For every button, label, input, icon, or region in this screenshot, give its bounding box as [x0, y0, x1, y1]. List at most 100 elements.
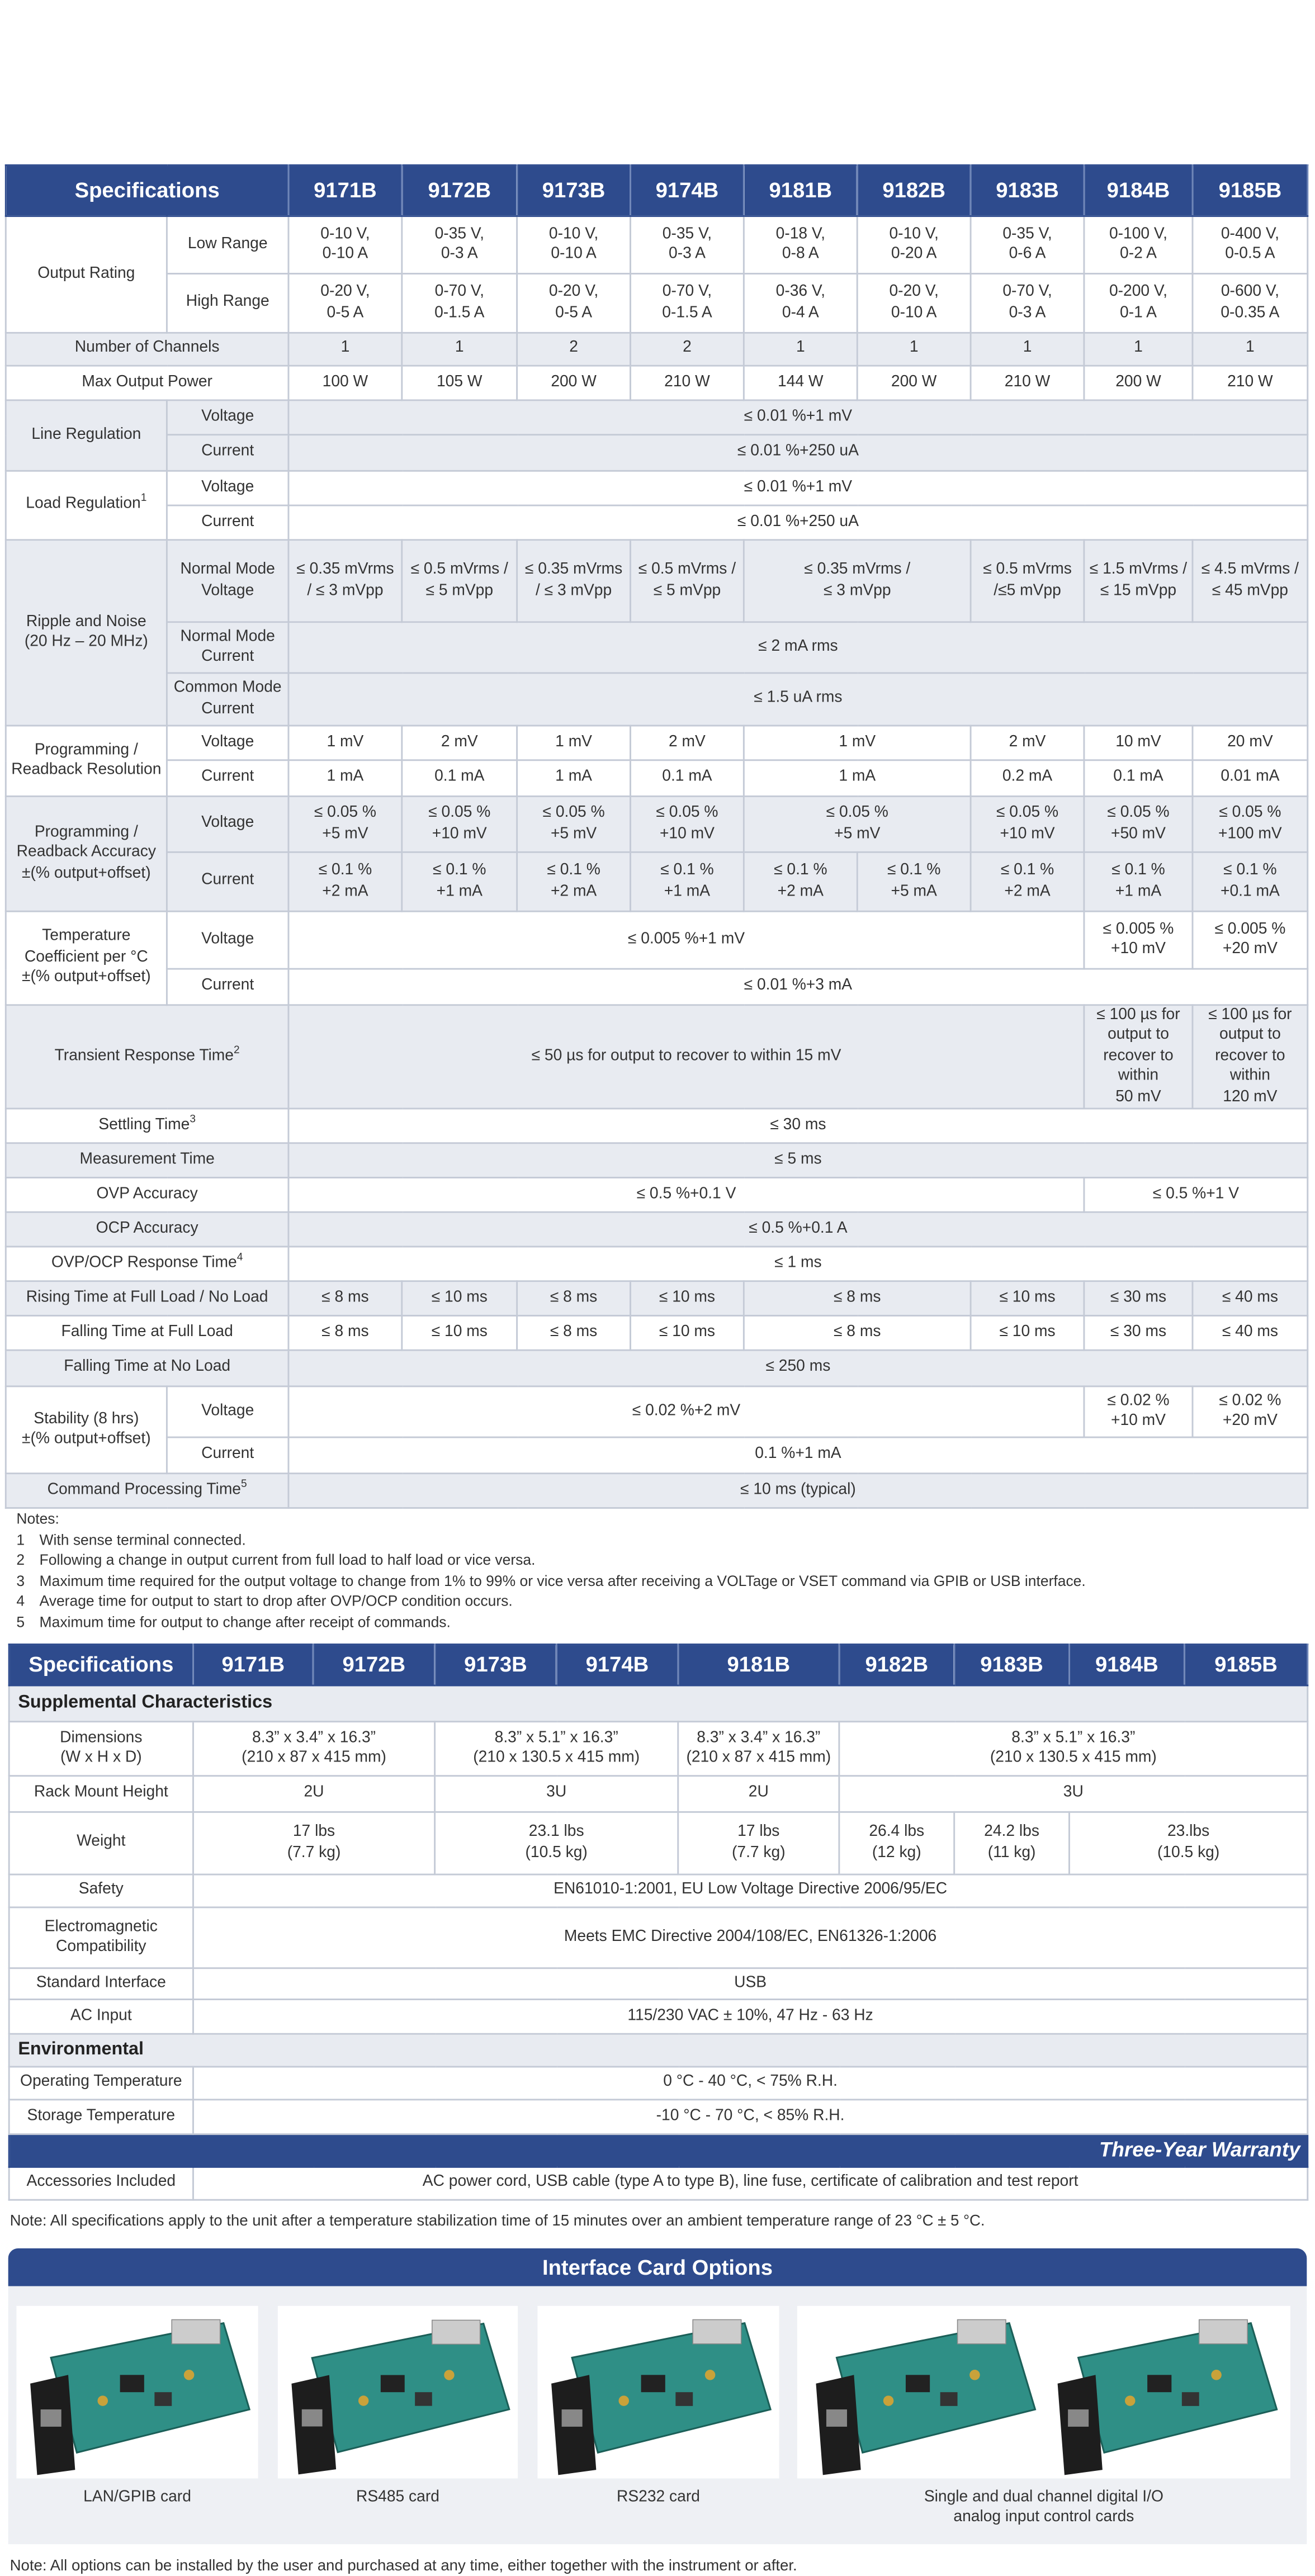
table-cell: Specifications [4, 164, 290, 217]
table-cell: 0.1 mA [401, 759, 518, 797]
card-image [537, 2305, 779, 2479]
table-cell: Temperature Coefficient per °C ±(% outpu… [4, 910, 168, 1006]
table-cell: 0 °C - 40 °C, < 75% R.H. [192, 2066, 1309, 2101]
note-text: Maximum time required for the output vol… [39, 1572, 1086, 1589]
spec-row: Current ≤ 0.1 % +2 mA ≤ 0.1 % +1 mA ≤ 0.1 %… [6, 851, 1309, 912]
table-cell: ≤ 0.5 mVrms / ≤ 5 mVpp [630, 539, 745, 623]
table-cell: 0-400 V, 0-0.5 A [1191, 215, 1309, 274]
table-cell: 0-100 V, 0-2 A [1083, 215, 1194, 274]
table-cell: Current [165, 1436, 290, 1475]
footnote-ref: 1 [140, 493, 147, 505]
spec-row: Electromagnetic Compatibility Meets EMC D… [8, 1906, 1309, 1969]
note-text: With sense terminal connected. [39, 1531, 246, 1548]
spec-row: Falling Time at Full Load ≤ 8 ms ≤ 10 ms ≤ … [4, 1315, 1309, 1351]
table-cell: ≤ 30 ms [1083, 1315, 1194, 1351]
table-cell: 0.01 mA [1191, 759, 1309, 797]
table-cell: 200 W [516, 364, 632, 401]
table-cell: ≤ 0.02 % +20 mV [1191, 1385, 1309, 1438]
spec-row: Current 0.1 %+1 mA [6, 1436, 1309, 1475]
spec-row: Max Output Power 100 W 105 W 200 W 210 W 144 … [4, 364, 1309, 401]
table-cell: 20 mV [1191, 724, 1309, 761]
table-cell: Meets EMC Directive 2004/108/EC, EN61326… [192, 1906, 1309, 1969]
spec-row: Accessories Included AC power cord, USB c… [8, 2166, 1309, 2201]
table-cell: Normal Mode Voltage [165, 539, 290, 623]
table-cell: 1 [1083, 332, 1194, 367]
card-caption: LAN/GPIB card [83, 2488, 191, 2507]
table-cell: ≤ 0.05 % +5 mV [287, 795, 403, 853]
table-cell: ≤ 0.1 % +2 mA [287, 851, 403, 912]
note-item: 4 Average time for output to start to dro… [16, 1592, 1085, 1612]
table-cell: ≤ 0.1 % +1 mA [630, 851, 745, 912]
table-cell: Safety [8, 1873, 194, 1909]
table-cell: ≤ 0.1 % +2 mA [516, 851, 632, 912]
table-cell: ≤ 0.02 %+2 mV [287, 1385, 1085, 1438]
card-caption: RS485 card [356, 2488, 439, 2507]
table-cell: 115/230 VAC ± 10%, 47 Hz - 63 Hz [192, 1999, 1309, 2035]
table-cell: 0-35 V, 0-6 A [969, 215, 1085, 274]
spec-row: Current ≤ 0.01 %+250 uA [6, 434, 1309, 472]
note-number: 3 [16, 1572, 25, 1589]
table-cell: 105 W [401, 364, 518, 401]
table-cell: ≤ 0.02 % +10 mV [1083, 1385, 1194, 1438]
table-cell: Environmental [8, 2033, 1309, 2068]
table-cell: 1 mA [742, 759, 972, 797]
table-cell: 0-20 V, 0-5 A [287, 273, 403, 334]
card-image [797, 2305, 1290, 2479]
card-photo [278, 2306, 518, 2479]
table-cell: 1 mA [516, 759, 632, 797]
table-cell: 8.3” x 3.4” x 16.3” (210 x 87 x 415 mm) [677, 1721, 840, 1777]
spec-row: Weight 17 lbs (7.7 kg) 23.1 lbs (10.5 kg) 1… [8, 1811, 1309, 1876]
note-number: 2 [16, 1551, 25, 1569]
spec-row: Safety EN61010-1:2001, EU Low Voltage Dir… [8, 1873, 1309, 1909]
table-cell: ≤ 0.5 %+0.1 V [287, 1177, 1085, 1213]
table-cell: Transient Response Time2 [4, 1004, 290, 1110]
table-cell: 0-35 V, 0-3 A [401, 215, 518, 274]
table-cell: 1 mV [287, 724, 403, 761]
table-cell: 9171B [287, 164, 403, 217]
table-cell: 9172B [312, 1643, 436, 1687]
table-cell: ≤ 0.5 mVrms /≤5 mVpp [969, 539, 1085, 623]
table-cell: 0-20 V, 0-10 A [856, 273, 972, 334]
table-cell: 0-18 V, 0-8 A [742, 215, 858, 274]
table-cell: Low Range [165, 215, 290, 274]
table-cell: Voltage [165, 795, 290, 853]
table-cell: 17 lbs (7.7 kg) [192, 1811, 436, 1876]
table-cell: 1 mV [742, 724, 972, 761]
table-cell: 9182B [838, 1643, 955, 1687]
table-cell: ≤ 1 ms [287, 1246, 1309, 1282]
table-cell: ≤ 0.1 % +2 mA [742, 851, 858, 912]
table-cell: 0-20 V, 0-5 A [516, 273, 632, 334]
table-cell: ≤ 0.5 %+0.1 A [287, 1211, 1309, 1248]
table-cell: 0-70 V, 0-3 A [969, 273, 1085, 334]
table-cell: 144 W [742, 364, 858, 401]
table-cell: 24.2 lbs (11 kg) [953, 1811, 1070, 1876]
spec-row: Output Rating Low Range 0-10 V, 0-10 A 0-35… [4, 215, 1309, 334]
spec-row: Common Mode Current ≤ 1.5 uA rms [6, 672, 1309, 727]
table-cell: ≤ 10 ms [401, 1315, 518, 1351]
table-cell: ≤ 0.35 mVrms / ≤ 3 mVpp [516, 539, 632, 623]
table-cell: 0-35 V, 0-3 A [630, 215, 745, 274]
spec-row: Transient Response Time2 ≤ 50 µs for outp… [4, 1004, 1309, 1110]
footnote-ref: 2 [233, 1044, 240, 1057]
table-cell: Voltage [165, 470, 290, 506]
table-cell: 9173B [516, 164, 632, 217]
table-cell: Normal Mode Current [165, 621, 290, 674]
spec-row: High Range 0-20 V, 0-5 A 0-70 V, 0-1.5 A 0-… [6, 273, 1309, 334]
table-cell: Three-Year Warranty [8, 2133, 1309, 2168]
card-photo [537, 2306, 779, 2479]
table-cell: ≤ 2 mA rms [287, 621, 1309, 674]
table-cell: Falling Time at Full Load [4, 1315, 290, 1351]
table-cell: ≤ 0.1 % +0.1 mA [1191, 851, 1309, 912]
spec-row: OCP Accuracy ≤ 0.5 %+0.1 A [4, 1211, 1309, 1248]
header-row: Specifications 9171B 9172B 9173B 9174B 9181B 9… [8, 1643, 1309, 1687]
table-cell: Common Mode Current [165, 672, 290, 727]
table-cell: Number of Channels [4, 332, 290, 367]
card-photo [815, 2318, 1278, 2476]
table-cell: Storage Temperature [8, 2099, 194, 2135]
spec-row: Current ≤ 0.01 %+250 uA [6, 504, 1309, 541]
table-cell: 0-10 V, 0-10 A [287, 215, 403, 274]
spec-row: Operating Temperature 0 °C - 40 °C, < 75%… [8, 2066, 1309, 2101]
table-cell: ≤ 10 ms [630, 1280, 745, 1317]
table-cell: ≤ 50 µs for output to recover to within … [287, 1004, 1085, 1110]
